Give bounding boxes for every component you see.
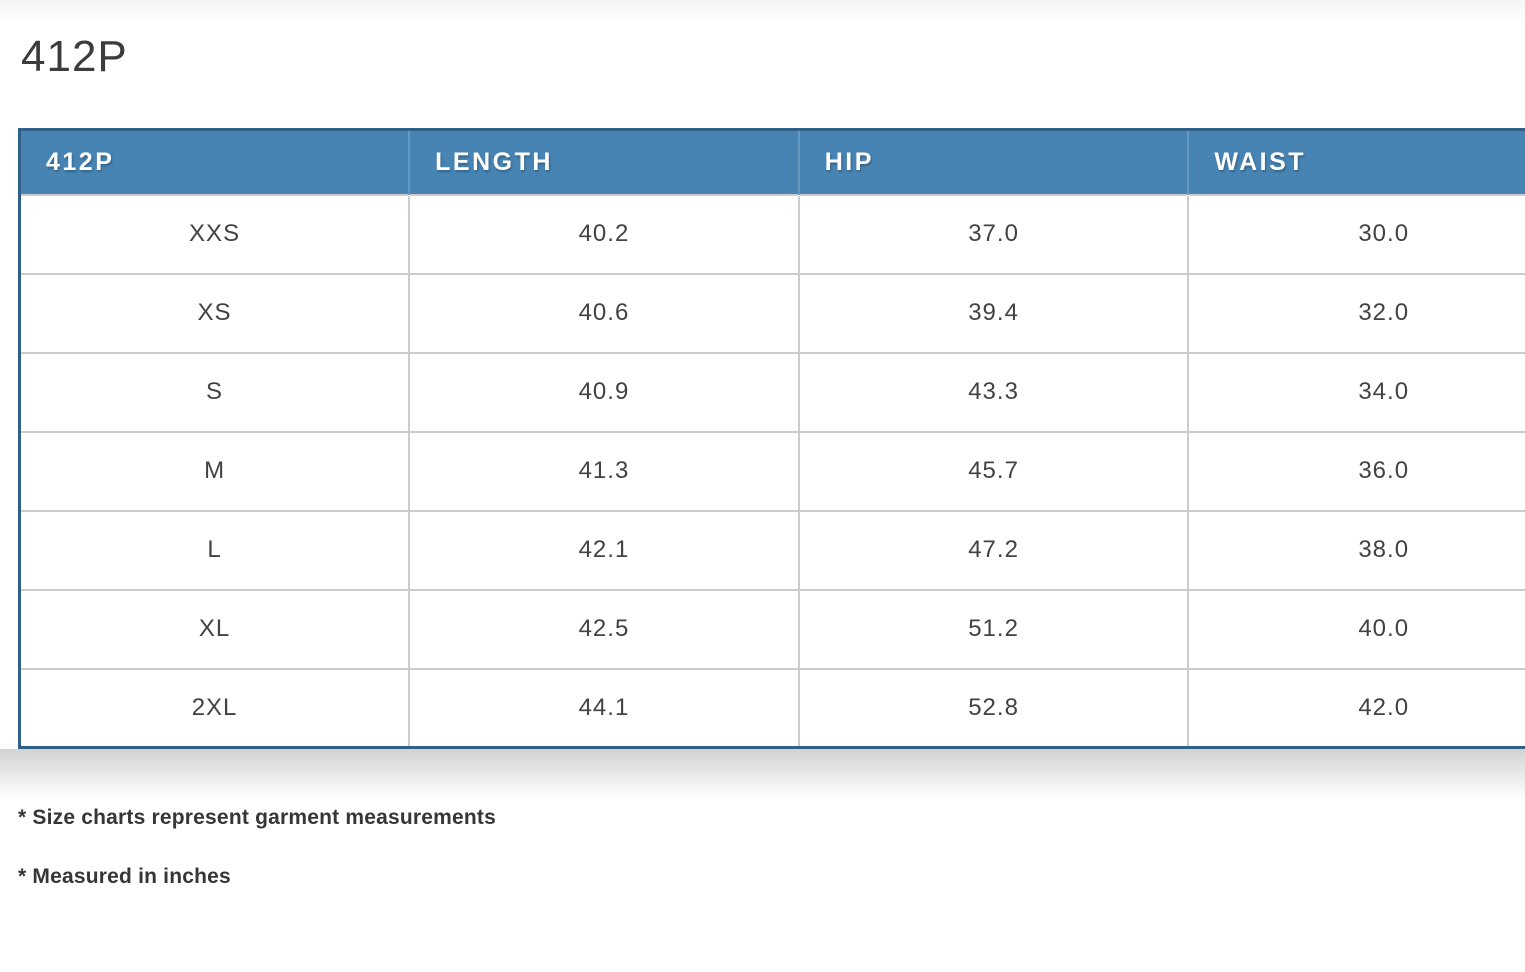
- waist-cell: 42.0: [1188, 669, 1525, 748]
- hip-cell: 52.8: [799, 669, 1189, 748]
- waist-cell: 36.0: [1188, 432, 1525, 511]
- waist-cell: 34.0: [1188, 353, 1525, 432]
- size-table-body: XXS 40.2 37.0 30.0 XS 40.6 39.4 32.0 S 4…: [20, 195, 1525, 748]
- length-cell: 42.5: [409, 590, 799, 669]
- waist-cell: 32.0: [1188, 274, 1525, 353]
- hip-cell: 39.4: [799, 274, 1189, 353]
- hip-cell: 47.2: [799, 511, 1189, 590]
- page-title: 412P: [21, 33, 1525, 81]
- size-cell: S: [20, 353, 410, 432]
- size-cell: XL: [20, 590, 410, 669]
- size-cell: L: [20, 511, 410, 590]
- size-cell: 2XL: [20, 669, 410, 748]
- length-cell: 44.1: [409, 669, 799, 748]
- length-cell: 42.1: [409, 511, 799, 590]
- table-row: M 41.3 45.7 36.0: [20, 432, 1525, 511]
- length-cell: 41.3: [409, 432, 799, 511]
- waist-cell: 40.0: [1188, 590, 1525, 669]
- column-header-length: LENGTH: [409, 130, 799, 195]
- table-row: L 42.1 47.2 38.0: [20, 511, 1525, 590]
- waist-cell: 38.0: [1188, 511, 1525, 590]
- size-chart-container: 412P LENGTH HIP WAIST XXS 40.2 37.0 30.0…: [0, 128, 1525, 749]
- table-row: 2XL 44.1 52.8 42.0: [20, 669, 1525, 748]
- footnote-measured-in-inches: * Measured in inches: [18, 865, 1525, 888]
- column-header-hip: HIP: [799, 130, 1189, 195]
- length-cell: 40.6: [409, 274, 799, 353]
- column-header-product: 412P: [20, 130, 410, 195]
- hip-cell: 43.3: [799, 353, 1189, 432]
- header-row: 412P LENGTH HIP WAIST: [20, 130, 1525, 195]
- table-row: XL 42.5 51.2 40.0: [20, 590, 1525, 669]
- length-cell: 40.9: [409, 353, 799, 432]
- table-row: S 40.9 43.3 34.0: [20, 353, 1525, 432]
- table-row: XXS 40.2 37.0 30.0: [20, 195, 1525, 274]
- length-cell: 40.2: [409, 195, 799, 274]
- hip-cell: 37.0: [799, 195, 1189, 274]
- footnote-garment-measurements: * Size charts represent garment measurem…: [18, 806, 1525, 829]
- size-cell: XS: [20, 274, 410, 353]
- hip-cell: 51.2: [799, 590, 1189, 669]
- waist-cell: 30.0: [1188, 195, 1525, 274]
- hip-cell: 45.7: [799, 432, 1189, 511]
- size-cell: XXS: [20, 195, 410, 274]
- column-header-waist: WAIST: [1188, 130, 1525, 195]
- table-drop-shadow: [0, 749, 1525, 801]
- size-chart-header: 412P LENGTH HIP WAIST: [20, 130, 1525, 195]
- size-chart-table: 412P LENGTH HIP WAIST XXS 40.2 37.0 30.0…: [18, 128, 1525, 749]
- table-row: XS 40.6 39.4 32.0: [20, 274, 1525, 353]
- size-cell: M: [20, 432, 410, 511]
